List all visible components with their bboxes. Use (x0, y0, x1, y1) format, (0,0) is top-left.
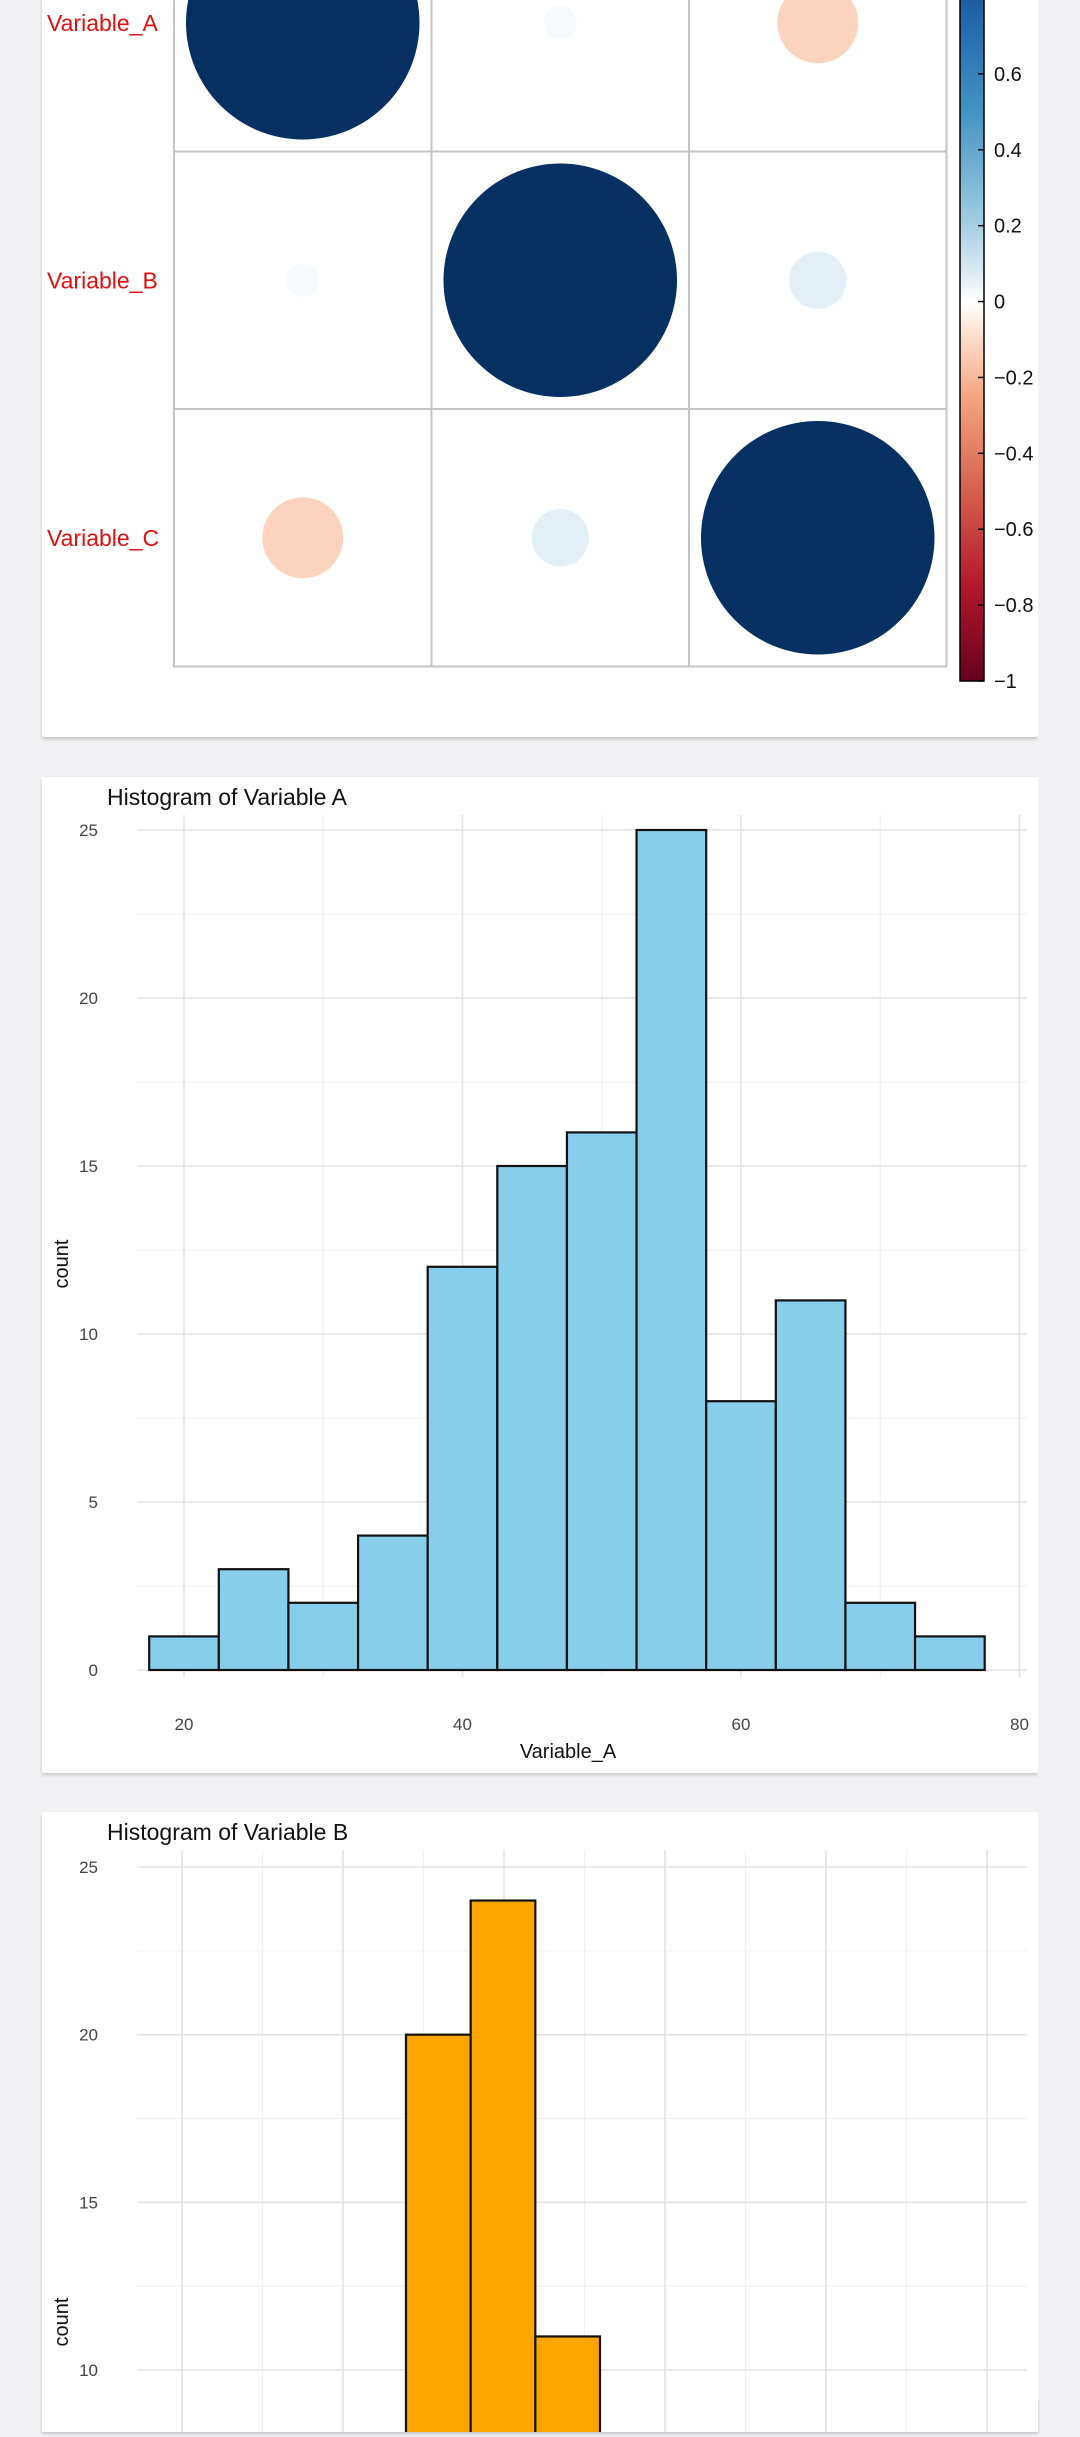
corr-circle (531, 509, 589, 567)
corr-row-label: Variable_C (47, 525, 159, 551)
histogram-b-panel (137, 1850, 1027, 2432)
histogram-a-bar (635, 828, 708, 1672)
colorbar-tick-label: −0.8 (994, 595, 1033, 617)
colorbar-tick-label: 0.6 (994, 64, 1022, 86)
histogram-b-ytick-label: 10 (79, 2361, 98, 2380)
histogram-a-bar (774, 1299, 847, 1672)
histogram-b-title: Histogram of Variable B (107, 1819, 348, 1845)
colorbar (959, 0, 985, 682)
corr-row-label: Variable_B (47, 267, 158, 293)
histogram-a-ytick-label: 25 (79, 821, 98, 840)
histogram-a-ytick-label: 20 (79, 989, 98, 1008)
histogram-a-bar (356, 1534, 429, 1672)
correlation-plot: Variable_A Variable_B Variable_C 0.6 0.4 0.2 0… (47, 0, 1033, 693)
histogram-a-bar (426, 1265, 499, 1672)
histogram-a-xtick-label: 40 (453, 1715, 472, 1734)
histogram-b-bar (469, 1899, 537, 2437)
histogram-a-ytick-label: 10 (79, 1325, 98, 1344)
histogram-a-ytick-label: 5 (89, 1493, 98, 1512)
corr-cell (688, 150, 948, 410)
histogram-a-xtick-label: 20 (175, 1715, 194, 1734)
corr-circle (262, 497, 344, 579)
histogram-a-ytick-label: 0 (89, 1661, 98, 1680)
histogram-b-bar (404, 2033, 472, 2437)
histogram-a-bar (148, 1635, 220, 1672)
colorbar-tick-label: −0.2 (994, 367, 1033, 389)
corr-circle (543, 6, 577, 40)
histogram-a-chart: Histogram of Variable A Variable_A count… (51, 784, 1029, 1763)
colorbar-tick-label: −1 (994, 671, 1017, 693)
histogram-b-ytick-label: 20 (79, 2026, 98, 2045)
corr-circle (286, 263, 320, 297)
page-right-edge (1038, 0, 1080, 2400)
histogram-b-ytick-label: 25 (79, 1858, 98, 1877)
colorbar-tick-label: 0.2 (994, 216, 1022, 238)
corr-circle (443, 163, 677, 397)
colorbar-tick-label: 0.4 (994, 140, 1022, 162)
histogram-a-ytick-label: 15 (79, 1157, 98, 1176)
correlation-plot-card: Variable_A Variable_B Variable_C 0.6 0.4 0.2 0… (42, 0, 1038, 737)
colorbar-tick-label: −0.6 (994, 519, 1033, 541)
histogram-a-bar (496, 1164, 569, 1672)
histogram-a-title: Histogram of Variable A (107, 784, 348, 810)
histogram-a-xlabel: Variable_A (520, 1741, 617, 1763)
histogram-b-ylabel: count (51, 2297, 73, 2346)
corr-circle (789, 251, 847, 309)
histogram-b-ytick-label: 15 (79, 2193, 98, 2212)
histogram-a-bar (287, 1601, 360, 1672)
histogram-a-xtick-label: 60 (732, 1715, 751, 1734)
corr-row-label: Variable_A (47, 10, 158, 36)
histogram-a-bar (913, 1635, 986, 1672)
corr-circle (701, 421, 935, 655)
histogram-b-card: Histogram of Variable B count 10 15 20 25 (42, 1812, 1038, 2437)
histogram-a-bar (217, 1568, 290, 1672)
histogram-a-card: Histogram of Variable A Variable_A count… (42, 777, 1038, 1773)
colorbar-tick-label: −0.4 (994, 443, 1033, 465)
corr-circle (777, 0, 859, 64)
histogram-a-bar (705, 1400, 777, 1672)
histogram-b-chart: Histogram of Variable B count 10 15 20 25 (51, 1819, 1027, 2437)
histogram-a-bar (844, 1601, 917, 1672)
histogram-a-xtick-label: 80 (1010, 1715, 1029, 1734)
colorbar-tick-label: 0 (994, 292, 1005, 314)
corr-circle (186, 0, 420, 140)
histogram-a-bar (565, 1131, 638, 1672)
histogram-b-bar (534, 2335, 602, 2437)
histogram-a-ylabel: count (51, 1239, 73, 1288)
